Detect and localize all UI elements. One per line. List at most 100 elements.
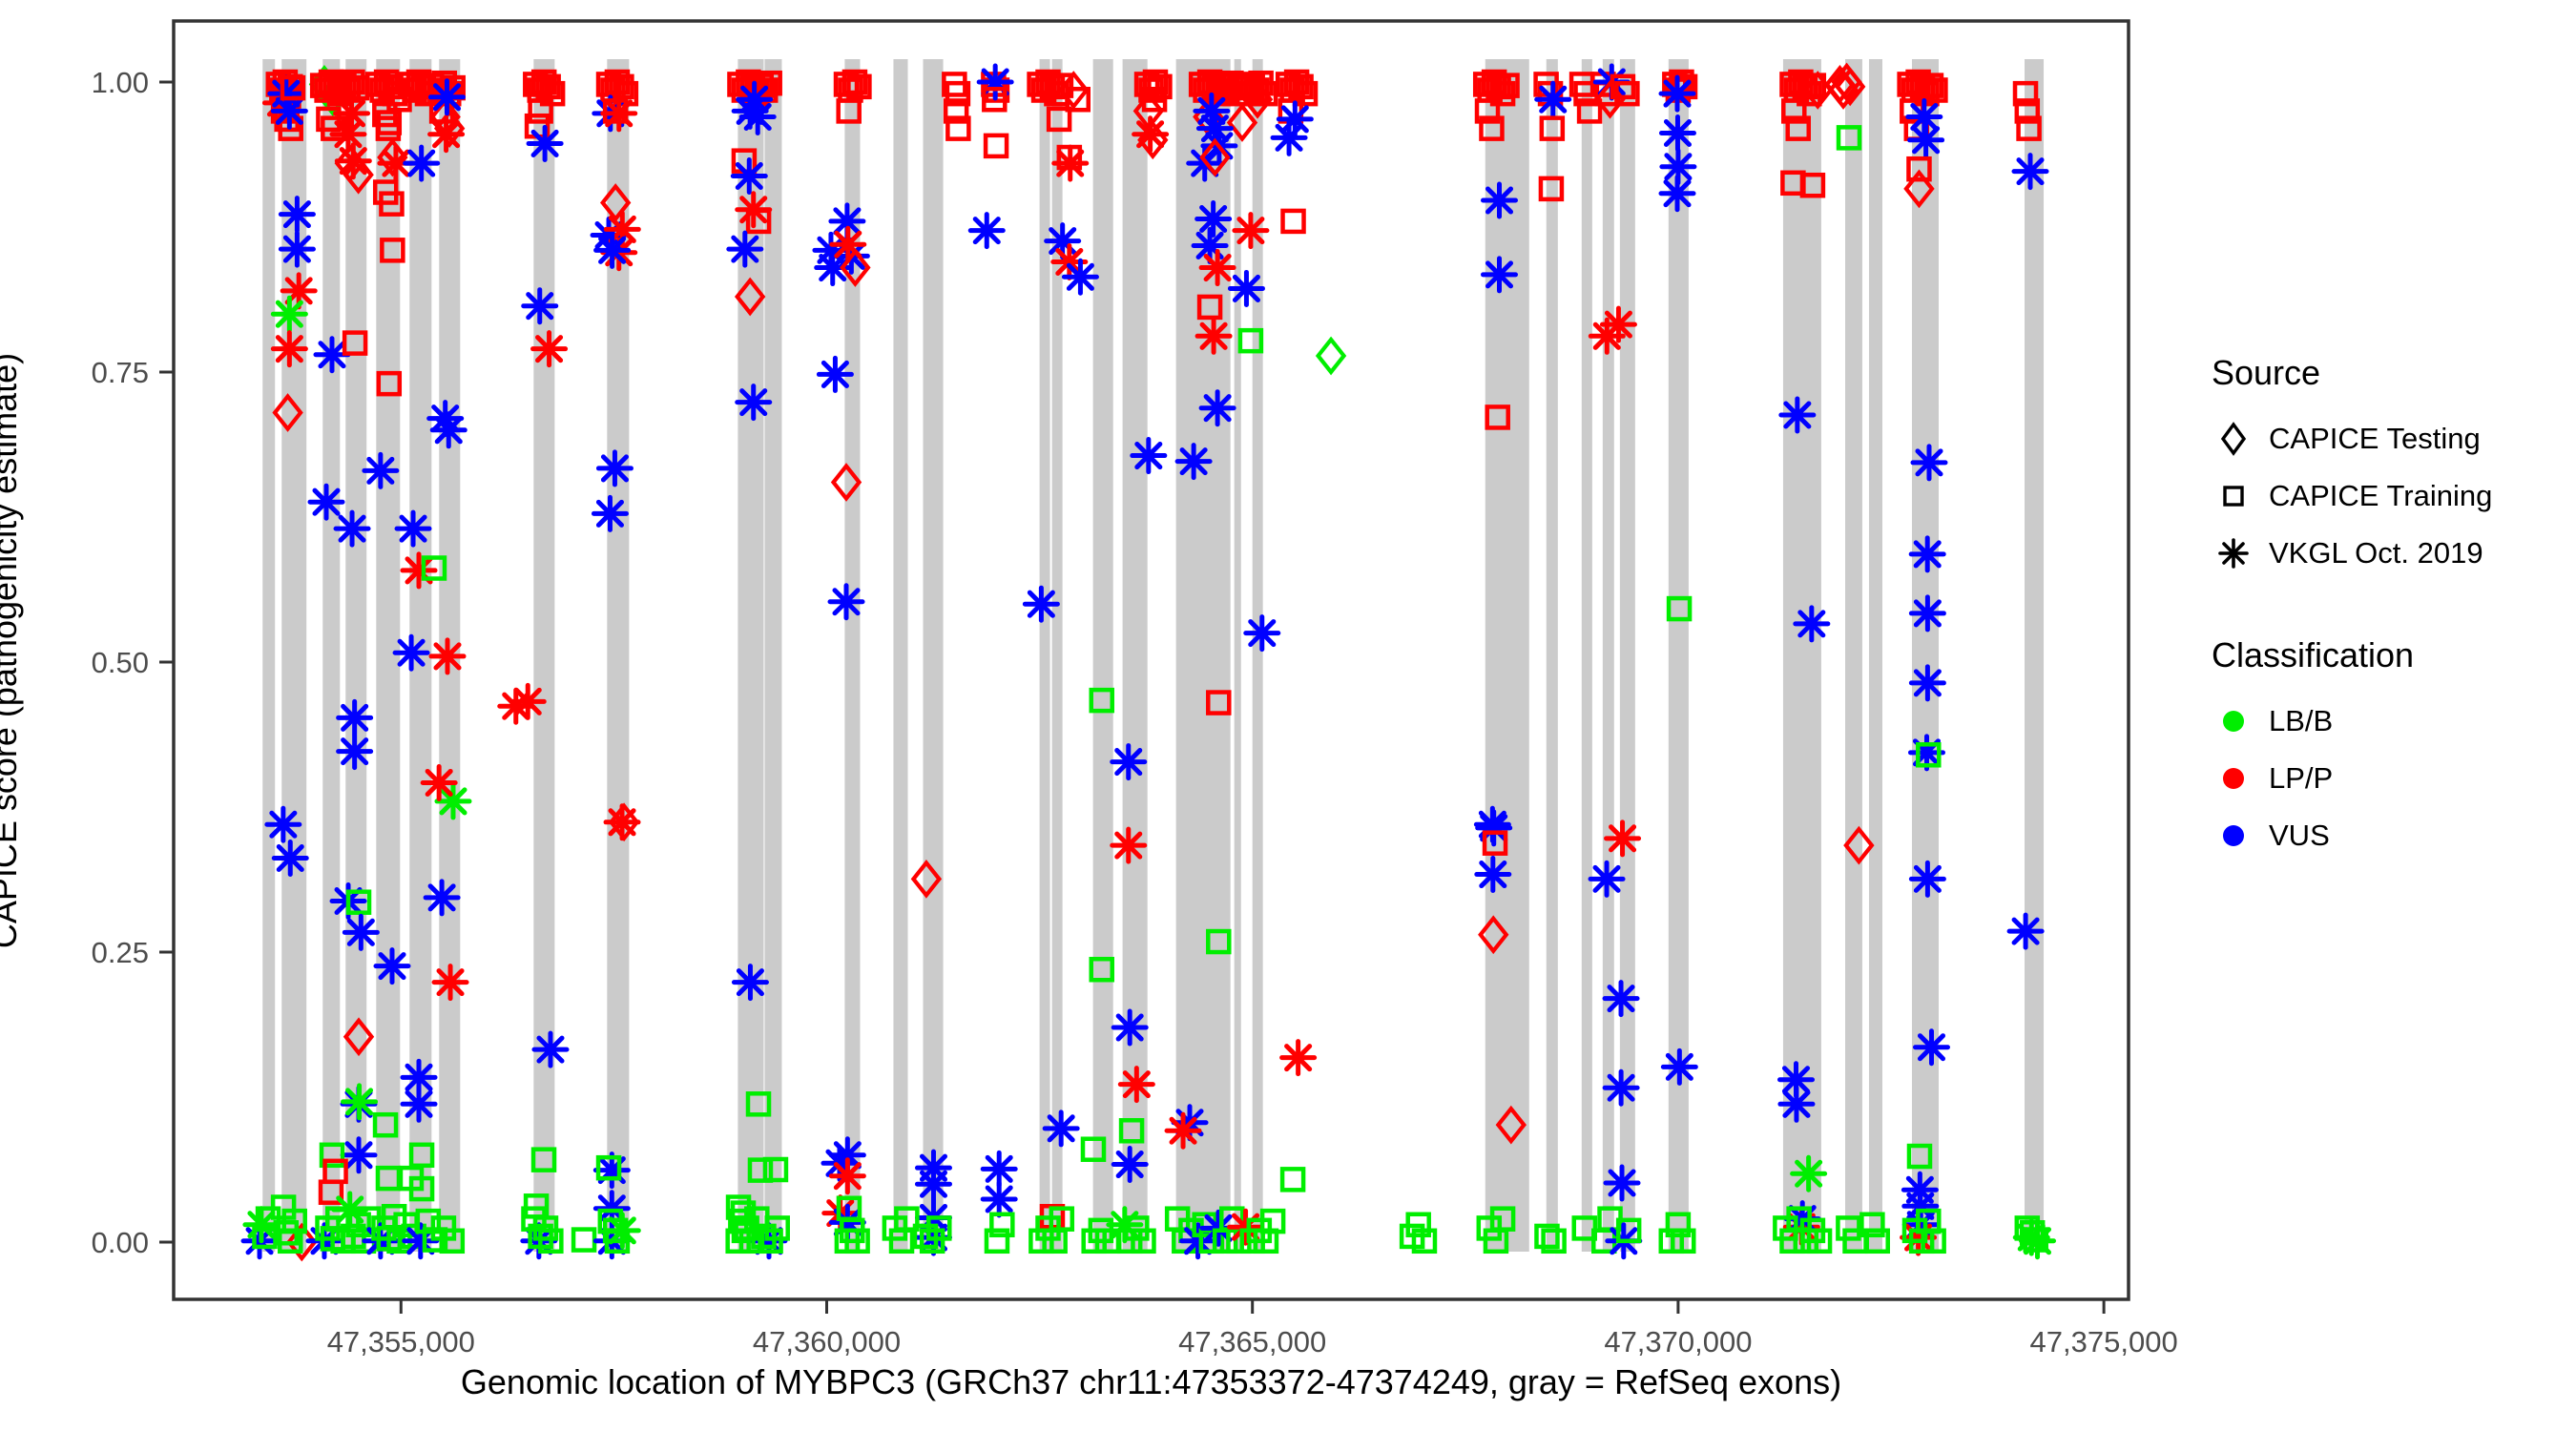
data-point bbox=[846, 73, 872, 100]
data-point bbox=[1534, 1223, 1560, 1250]
legend-classification-title: Classification bbox=[2212, 635, 2415, 674]
data-point bbox=[415, 1208, 442, 1234]
data-point bbox=[372, 1111, 399, 1138]
data-point bbox=[1836, 1215, 1861, 1241]
data-point bbox=[1666, 595, 1693, 622]
data-point bbox=[377, 144, 415, 182]
data-point bbox=[980, 1180, 1018, 1218]
refseq-exon-bar bbox=[1485, 59, 1529, 1252]
data-point bbox=[1800, 73, 1827, 98]
data-point bbox=[1489, 80, 1516, 107]
data-point bbox=[1089, 956, 1114, 983]
data-point bbox=[1906, 156, 1932, 182]
data-point bbox=[1534, 80, 1572, 118]
y-axis-title: CAPICE score (pathogenicity estimate) bbox=[0, 352, 24, 949]
data-point bbox=[1781, 98, 1807, 124]
data-point bbox=[1474, 98, 1501, 124]
legend-source-title: Source bbox=[2212, 353, 2321, 392]
data-point bbox=[1118, 1118, 1145, 1144]
data-point bbox=[278, 196, 316, 234]
data-point bbox=[982, 86, 1008, 113]
data-point bbox=[830, 463, 862, 502]
data-point bbox=[1916, 742, 1942, 768]
data-point bbox=[1615, 1217, 1642, 1244]
refseq-exon-bar bbox=[1122, 59, 1148, 1252]
data-point bbox=[271, 840, 309, 878]
refseq-exon-bar bbox=[923, 59, 944, 1252]
legend-item-capice-testing: CAPICE Testing bbox=[2212, 410, 2565, 467]
refseq-exon-bar bbox=[1546, 59, 1558, 1252]
data-point bbox=[1232, 212, 1270, 250]
x-tick-label: 47,355,000 bbox=[327, 1325, 475, 1358]
data-point bbox=[595, 1154, 622, 1181]
data-point bbox=[1058, 71, 1090, 110]
data-point bbox=[1124, 1215, 1150, 1241]
data-point bbox=[1116, 1228, 1143, 1255]
data-point bbox=[1604, 819, 1642, 858]
data-point bbox=[926, 1215, 952, 1241]
data-point bbox=[1482, 830, 1508, 856]
data-point bbox=[343, 1017, 375, 1057]
refseq-exon-bar bbox=[1619, 59, 1635, 1252]
data-point bbox=[439, 1228, 466, 1255]
data-point bbox=[1131, 1228, 1156, 1255]
data-point bbox=[403, 144, 441, 182]
data-point bbox=[1672, 73, 1698, 100]
data-point bbox=[1315, 336, 1347, 376]
diamond-icon bbox=[2220, 422, 2247, 456]
data-point bbox=[1481, 181, 1519, 219]
data-point bbox=[1048, 73, 1074, 98]
data-point bbox=[2006, 912, 2045, 950]
data-point bbox=[342, 330, 368, 356]
data-point bbox=[1080, 1136, 1107, 1162]
data-point bbox=[827, 583, 865, 621]
refseq-exon-bar bbox=[345, 59, 367, 1252]
data-point bbox=[603, 1212, 641, 1250]
data-point bbox=[286, 1222, 318, 1262]
data-point bbox=[1111, 1146, 1149, 1184]
data-point bbox=[1259, 1208, 1286, 1234]
data-point bbox=[1117, 1066, 1155, 1104]
legend-label-capice-training: CAPICE Training bbox=[2269, 479, 2493, 512]
data-point bbox=[1279, 1039, 1318, 1077]
y-tick-label: 0.50 bbox=[92, 646, 149, 679]
data-point bbox=[828, 1136, 866, 1174]
data-point bbox=[1227, 269, 1265, 307]
blue-dot-icon bbox=[2223, 825, 2244, 846]
data-point bbox=[531, 1030, 570, 1068]
data-point bbox=[1602, 980, 1640, 1018]
legend-item-vkgl: VKGL Oct. 2019 bbox=[2212, 525, 2565, 582]
data-point bbox=[2011, 153, 2049, 191]
data-point bbox=[1049, 1206, 1075, 1232]
data-point bbox=[376, 370, 403, 397]
data-point bbox=[1288, 73, 1314, 100]
data-point bbox=[1864, 1228, 1890, 1255]
data-point bbox=[343, 155, 374, 195]
data-point bbox=[758, 1228, 783, 1255]
data-point bbox=[816, 355, 854, 393]
data-point bbox=[1571, 1215, 1597, 1241]
data-point bbox=[376, 110, 403, 135]
data-point bbox=[1602, 1068, 1640, 1107]
data-point bbox=[1539, 115, 1566, 141]
asterisk-icon bbox=[2218, 538, 2249, 569]
data-point bbox=[319, 1142, 345, 1169]
refseq-exon-bar bbox=[1581, 59, 1592, 1252]
y-tick-label: 1.00 bbox=[92, 66, 149, 99]
data-point bbox=[1042, 1110, 1080, 1148]
data-point bbox=[1196, 294, 1223, 321]
data-point bbox=[528, 98, 553, 124]
data-point bbox=[1195, 317, 1233, 355]
data-point bbox=[943, 98, 969, 124]
data-point bbox=[945, 115, 971, 141]
data-point bbox=[894, 1206, 920, 1232]
data-point bbox=[1226, 103, 1258, 142]
data-point bbox=[427, 115, 466, 154]
data-point bbox=[595, 449, 634, 487]
data-point bbox=[1918, 73, 1944, 98]
refseq-exon-bar bbox=[1602, 59, 1614, 1252]
data-point bbox=[530, 330, 569, 368]
data-point bbox=[1614, 80, 1640, 107]
y-tick-label: 0.00 bbox=[92, 1226, 149, 1259]
data-point bbox=[1603, 1164, 1641, 1202]
